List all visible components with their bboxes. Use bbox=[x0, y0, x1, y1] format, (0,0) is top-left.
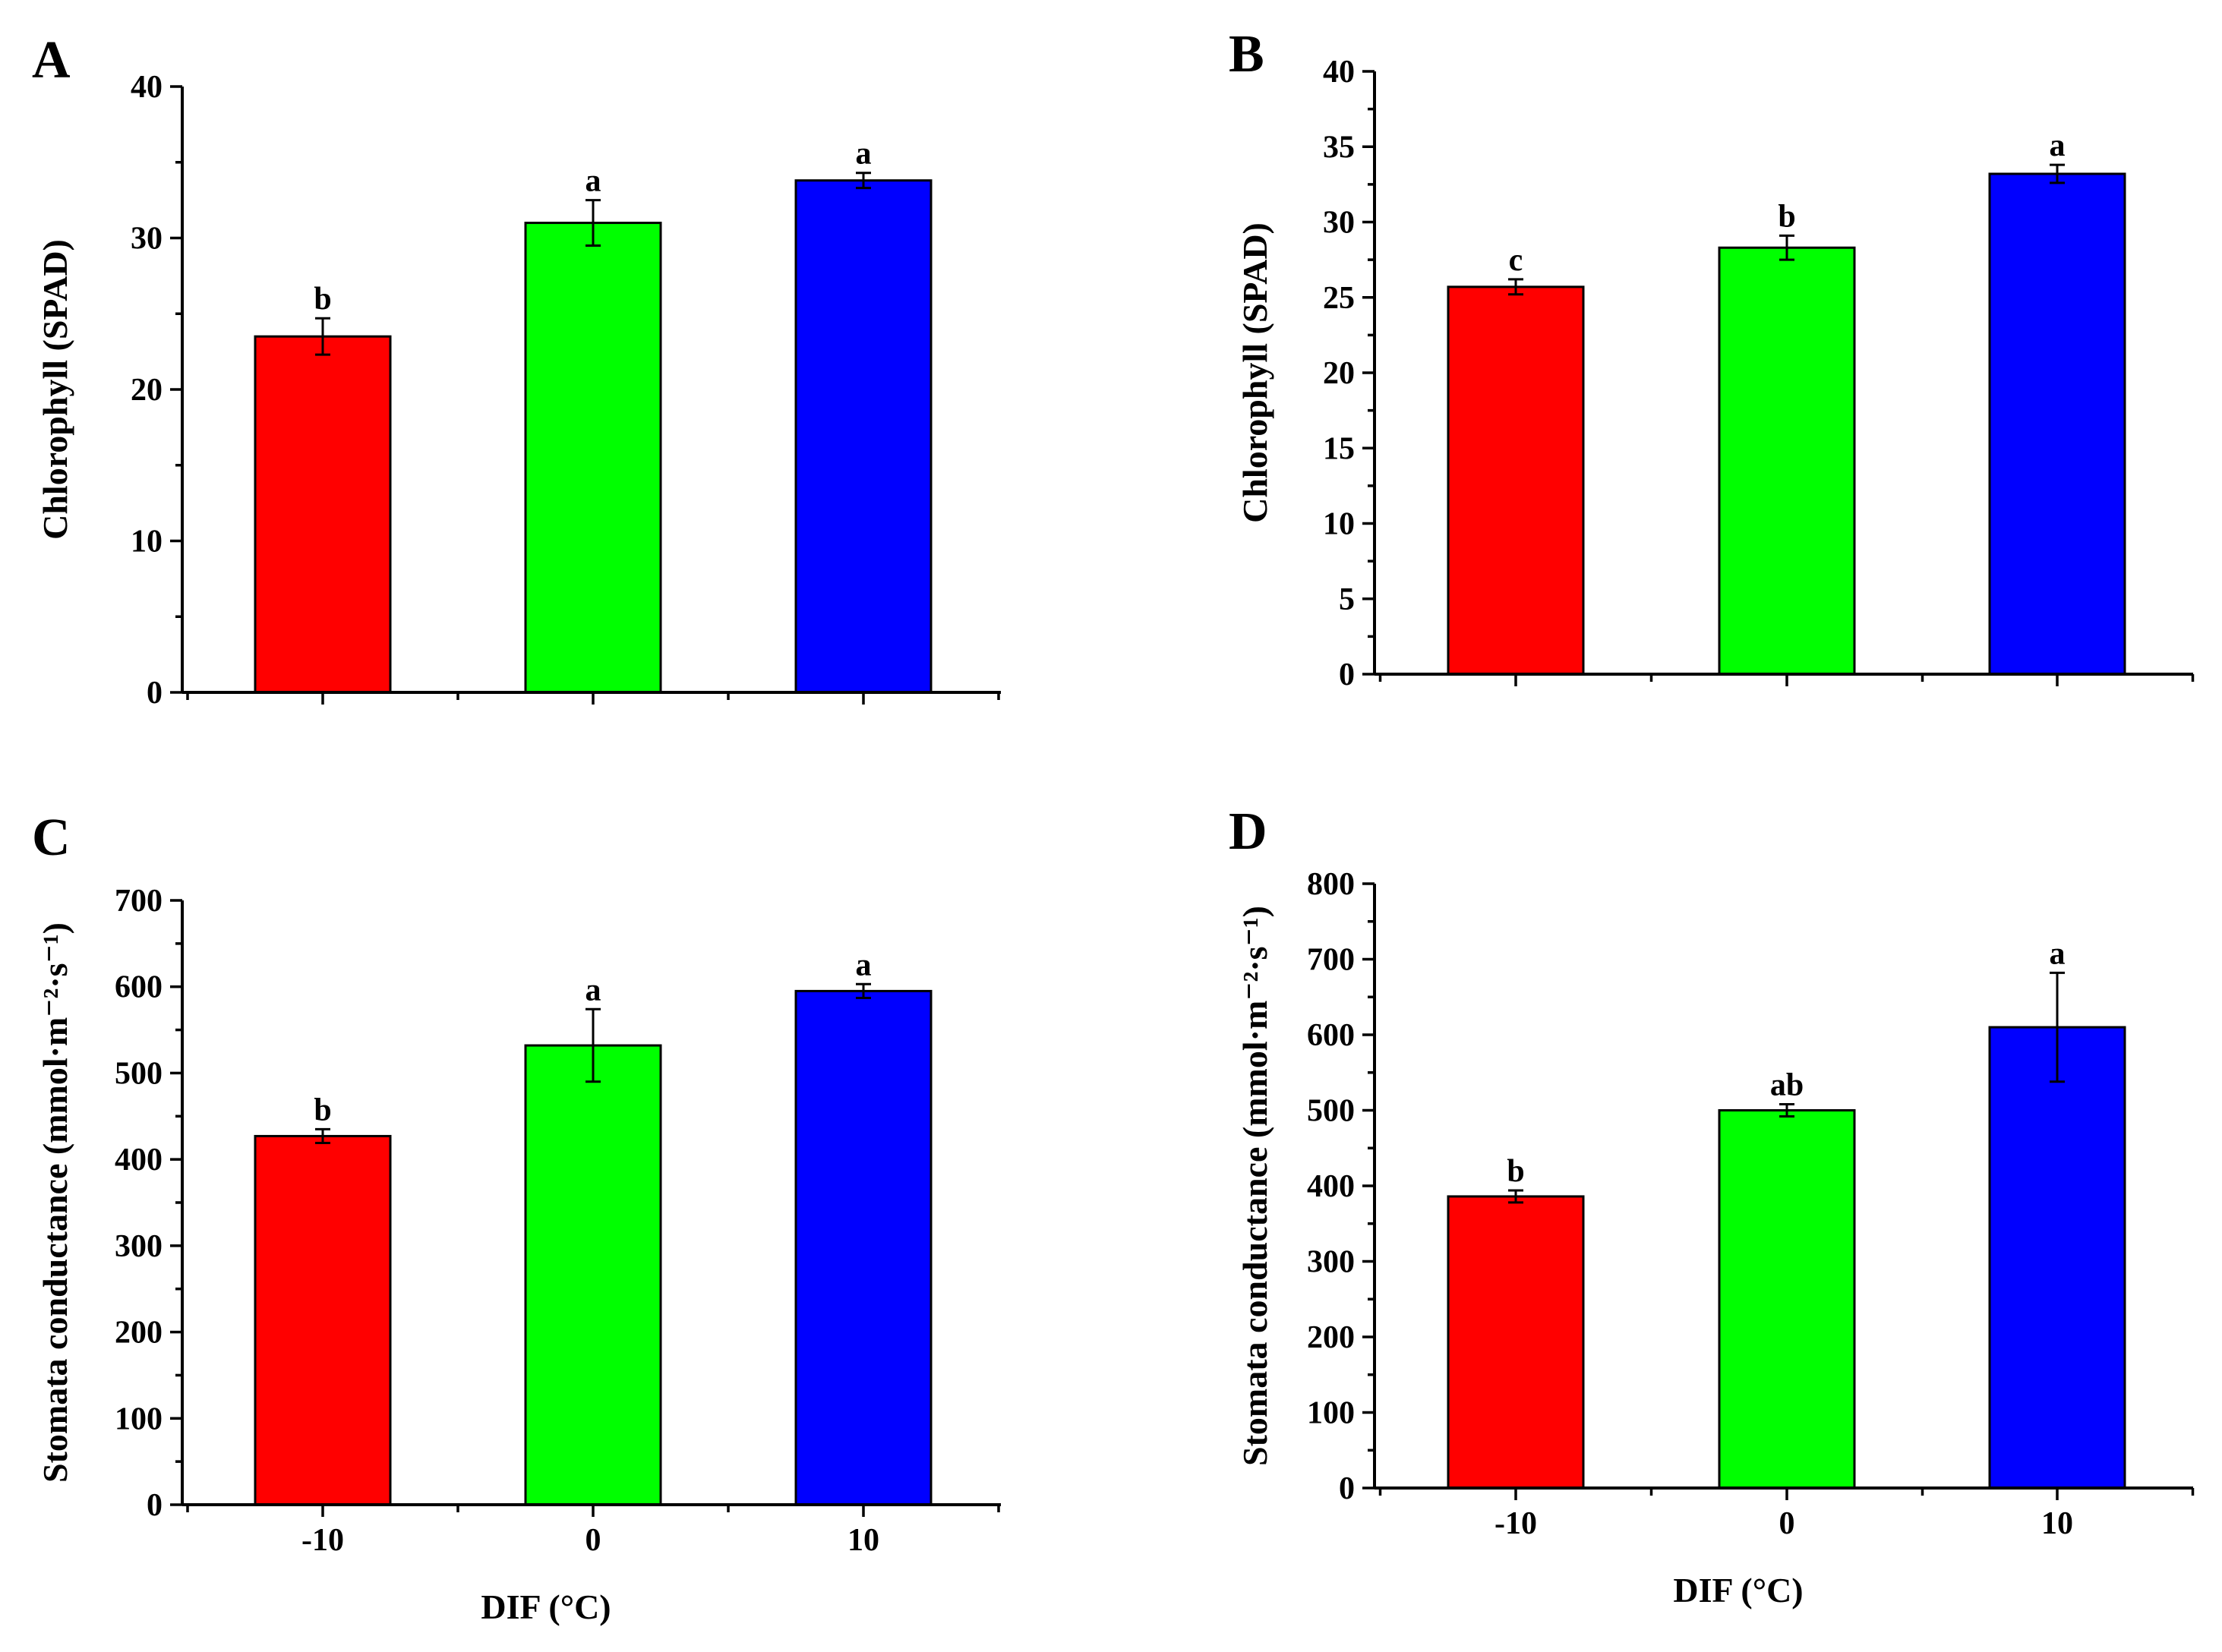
bar--10 bbox=[1447, 285, 1585, 676]
error-bar-0 bbox=[1779, 1103, 1794, 1118]
y-axis-title: Chlorophyll (SPAD) bbox=[36, 239, 74, 540]
y-axis-title: Stomata conductance (mmol·m⁻²·s⁻¹) bbox=[1236, 906, 1274, 1466]
panel-b-plot: c b a 0 5 10 15 20 25 30 35 40 Chlorophyll (SPAD) bbox=[1236, 55, 2195, 692]
error-bar--10 bbox=[1508, 278, 1523, 296]
panel-c-letter: C bbox=[32, 809, 71, 867]
significance-letter: ab bbox=[1770, 1068, 1804, 1103]
y-tick-label: 300 bbox=[1307, 1245, 1355, 1280]
x-tick-label: 0 bbox=[1779, 1506, 1795, 1541]
y-tick-label: 15 bbox=[1323, 431, 1355, 466]
y-tick-label: 10 bbox=[131, 525, 163, 560]
y-tick-label: 35 bbox=[1323, 130, 1355, 165]
y-tick-label: 500 bbox=[115, 1056, 163, 1091]
x-tick-label: 10 bbox=[2041, 1506, 2073, 1541]
bar-10 bbox=[794, 989, 933, 1506]
error-bar-10 bbox=[2050, 971, 2065, 1083]
significance-letter: a bbox=[856, 947, 872, 982]
significance-letter: a bbox=[856, 137, 872, 172]
panel-b-letter: B bbox=[1229, 25, 1264, 84]
bar-10 bbox=[1988, 172, 2126, 676]
significance-letter: b bbox=[1778, 199, 1795, 234]
bar-0 bbox=[1718, 246, 1856, 676]
y-tick-label: 20 bbox=[1323, 356, 1355, 391]
error-bar-0 bbox=[1779, 234, 1794, 261]
panel-b: B c b a 0 5 10 15 20 25 30 35 40 Chlorophyll (SPAD) bbox=[1229, 25, 2195, 692]
y-tick-label: 30 bbox=[1323, 206, 1355, 241]
y-tick-label: 25 bbox=[1323, 281, 1355, 316]
panel-d-letter: D bbox=[1229, 802, 1267, 861]
significance-letter: b bbox=[314, 1092, 331, 1127]
panel-a-letter: A bbox=[32, 31, 71, 90]
y-tick-label: 100 bbox=[115, 1401, 163, 1436]
y-tick-label: 200 bbox=[115, 1316, 163, 1351]
y-tick-label: 0 bbox=[147, 1488, 163, 1523]
x-tick-label: 10 bbox=[847, 1523, 879, 1558]
y-tick-label: 40 bbox=[131, 70, 163, 105]
significance-letter: a bbox=[2050, 936, 2066, 971]
error-bar-10 bbox=[856, 172, 871, 190]
bar-10 bbox=[794, 179, 933, 694]
significance-letter: b bbox=[314, 282, 331, 317]
significance-letter: c bbox=[1509, 243, 1523, 278]
panel-d: D b ab a 0 100 200 300 400 500 600 700 800 -10 0 10 Sto… bbox=[1229, 802, 2195, 1609]
error-bar--10 bbox=[1508, 1189, 1523, 1204]
significance-letter: a bbox=[2050, 128, 2066, 163]
x-axis-title: DIF (°C) bbox=[481, 1587, 611, 1626]
y-tick-label: 600 bbox=[115, 970, 163, 1005]
y-tick-label: 700 bbox=[1307, 943, 1355, 978]
significance-letter: a bbox=[585, 164, 601, 199]
y-tick-label: 400 bbox=[1307, 1169, 1355, 1204]
bar--10 bbox=[254, 1134, 392, 1506]
y-tick-label: 30 bbox=[131, 222, 163, 257]
error-bar--10 bbox=[315, 317, 330, 356]
y-tick-label: 400 bbox=[115, 1143, 163, 1178]
x-axis-title: DIF (°C) bbox=[1673, 1571, 1803, 1609]
y-tick-label: 40 bbox=[1323, 55, 1355, 90]
x-tick-label: 0 bbox=[585, 1523, 601, 1558]
y-tick-label: 300 bbox=[115, 1229, 163, 1264]
bar-0 bbox=[524, 1044, 662, 1506]
panel-a-plot: b a a 0 10 20 30 40 Chlorophyll (SPAD) bbox=[36, 70, 1001, 711]
significance-letter: b bbox=[1507, 1154, 1524, 1189]
x-tick-label: -10 bbox=[1494, 1506, 1537, 1541]
y-tick-label: 20 bbox=[131, 373, 163, 408]
y-tick-label: 0 bbox=[1339, 657, 1355, 692]
panel-d-plot: b ab a 0 100 200 300 400 500 600 700 800 -10 0 10 Stoma… bbox=[1236, 867, 2195, 1609]
error-bar-0 bbox=[585, 199, 601, 247]
bar-0 bbox=[1718, 1109, 1856, 1490]
panel-a: A b a a 0 10 20 30 40 Chlorophyll (SPAD) bbox=[32, 31, 1001, 711]
panel-c-plot: b a a 0 100 200 300 400 500 600 700 -10 0 10 Stomata c… bbox=[36, 884, 1001, 1626]
significance-letter: a bbox=[585, 973, 601, 1007]
error-bar-10 bbox=[2050, 163, 2065, 184]
y-tick-label: 700 bbox=[115, 884, 163, 919]
y-axis-title: Stomata conductance (mmol·m⁻²·s⁻¹) bbox=[36, 922, 74, 1483]
y-tick-label: 100 bbox=[1307, 1396, 1355, 1431]
y-tick-label: 0 bbox=[147, 676, 163, 711]
y-tick-label: 500 bbox=[1307, 1094, 1355, 1129]
x-tick-label: -10 bbox=[301, 1523, 344, 1558]
bar--10 bbox=[1447, 1195, 1585, 1490]
y-tick-label: 200 bbox=[1307, 1320, 1355, 1355]
y-tick-label: 0 bbox=[1339, 1471, 1355, 1506]
error-bar--10 bbox=[315, 1127, 330, 1145]
panel-c: C b a a 0 100 200 300 400 500 600 700 -10 0 10 Stomata… bbox=[32, 809, 1001, 1626]
bar--10 bbox=[254, 335, 392, 694]
error-bar-0 bbox=[585, 1007, 601, 1083]
y-tick-label: 800 bbox=[1307, 867, 1355, 902]
y-tick-label: 5 bbox=[1339, 582, 1355, 617]
y-tick-label: 10 bbox=[1323, 507, 1355, 542]
bar-10 bbox=[1988, 1026, 2126, 1490]
y-tick-label: 600 bbox=[1307, 1018, 1355, 1053]
error-bar-10 bbox=[856, 982, 871, 999]
y-axis-title: Chlorophyll (SPAD) bbox=[1236, 222, 1274, 523]
bar-0 bbox=[524, 222, 662, 694]
